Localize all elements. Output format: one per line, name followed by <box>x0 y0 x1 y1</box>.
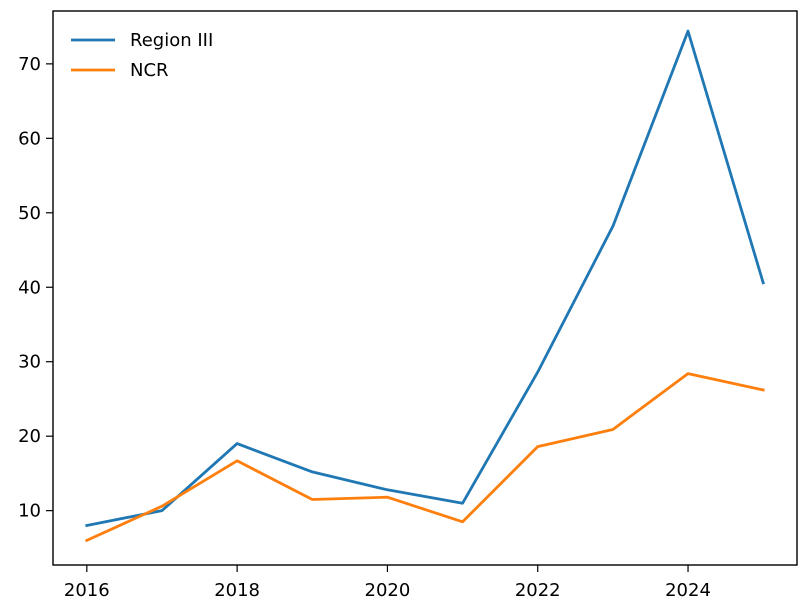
series-line-1 <box>85 29 765 528</box>
legend-label: NCR <box>130 60 169 81</box>
y-tick-label: 10 <box>18 501 41 522</box>
x-tick-label: 2022 <box>515 580 561 601</box>
x-tick-label: 2024 <box>665 580 711 601</box>
y-tick-label: 50 <box>18 203 41 224</box>
x-tick-label: 2016 <box>64 580 110 601</box>
y-tick-label: 60 <box>18 128 41 149</box>
y-tick-label: 70 <box>18 54 41 75</box>
plot-frame <box>52 10 798 566</box>
y-axis: 10 20 30 40 50 60 70 <box>18 54 53 522</box>
legend: Region III NCR <box>71 30 213 81</box>
x-axis: 2016 2018 2020 2022 2024 <box>64 565 711 601</box>
x-tick-label: 2020 <box>365 580 411 601</box>
series-line-2 <box>84 372 765 543</box>
y-tick-label: 20 <box>18 426 41 447</box>
x-tick-label: 2018 <box>214 580 260 601</box>
legend-label: Region III <box>130 30 213 51</box>
series-layer <box>84 29 765 543</box>
y-tick-label: 40 <box>18 277 41 298</box>
y-tick-label: 30 <box>18 352 41 373</box>
